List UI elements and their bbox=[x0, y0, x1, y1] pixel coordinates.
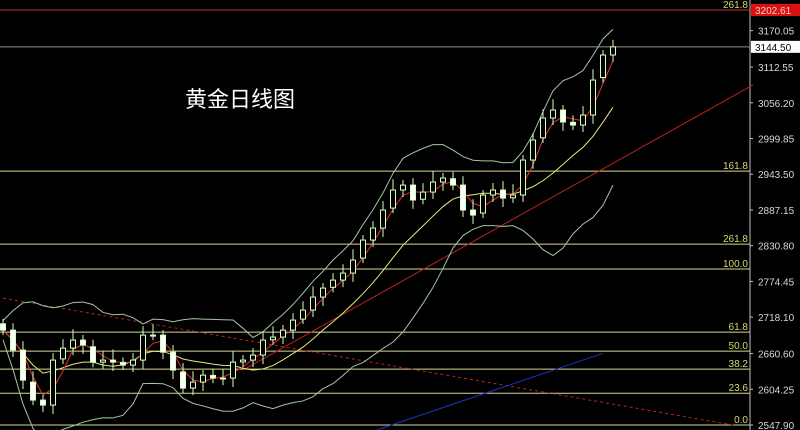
fib-level-label: 161.8 bbox=[723, 161, 748, 172]
bollinger-upper bbox=[2, 28, 614, 339]
candle-bullish bbox=[480, 194, 486, 214]
candle-bullish bbox=[60, 347, 66, 360]
axis-tick-label: 2547.90 bbox=[758, 421, 795, 430]
chart-title: 黄金日线图 bbox=[185, 88, 296, 113]
candle-bearish bbox=[20, 349, 26, 381]
axis-tick-label: 2774.45 bbox=[758, 277, 795, 288]
candle-bullish bbox=[340, 272, 346, 281]
fib-level-label: 61.8 bbox=[729, 322, 749, 333]
candle-bearish bbox=[40, 399, 46, 406]
fib-level-label: 100.0 bbox=[723, 259, 748, 270]
candle-bullish bbox=[300, 309, 306, 320]
candle-bullish bbox=[100, 359, 106, 363]
candle-bullish bbox=[140, 334, 146, 361]
candle-bearish bbox=[170, 351, 176, 371]
candle-bullish bbox=[550, 109, 556, 119]
candle-bullish bbox=[520, 159, 526, 196]
high-price-badge bbox=[751, 4, 800, 16]
candle-bearish bbox=[0, 323, 6, 331]
candle-bullish bbox=[230, 361, 236, 379]
candle-bearish bbox=[80, 339, 86, 346]
candle-bearish bbox=[180, 371, 186, 389]
candle-bearish bbox=[560, 109, 566, 123]
candle-bullish bbox=[350, 259, 356, 274]
candle-bullish bbox=[600, 54, 606, 79]
candle-bullish bbox=[490, 189, 496, 196]
candle-bullish bbox=[310, 296, 316, 311]
current-price-badge bbox=[751, 40, 800, 53]
candle-bullish bbox=[590, 79, 596, 116]
current-price-label: 3144.50 bbox=[755, 43, 792, 54]
fib-level-label: 50.0 bbox=[729, 341, 749, 352]
candle-bullish bbox=[440, 177, 446, 183]
candle-bearish bbox=[450, 178, 456, 186]
candle-bullish bbox=[270, 336, 276, 341]
axis-tick-label: 2660.60 bbox=[758, 350, 795, 361]
axis-tick-label: 2943.50 bbox=[758, 170, 795, 181]
candle-bullish bbox=[250, 354, 256, 361]
candle-bearish bbox=[110, 359, 116, 363]
candle-bullish bbox=[380, 209, 386, 229]
fib-level-label: 261.8 bbox=[723, 234, 748, 245]
candle-bullish bbox=[330, 279, 336, 288]
candle-bullish bbox=[430, 181, 436, 193]
candle-bullish bbox=[190, 381, 196, 389]
candle-bullish bbox=[320, 287, 326, 298]
candle-bullish bbox=[370, 227, 376, 241]
candle-bullish bbox=[530, 139, 536, 161]
axis-tick-label: 2887.15 bbox=[758, 206, 795, 217]
axis-tick-label: 3056.20 bbox=[758, 99, 795, 110]
axis-tick-label: 2718.10 bbox=[758, 313, 795, 324]
candle-bullish bbox=[70, 339, 76, 349]
candle-bullish bbox=[540, 117, 546, 139]
trendline-channel bbox=[375, 352, 604, 430]
fib-level-label: 23.6 bbox=[729, 383, 749, 394]
axis-tick-label: 2604.25 bbox=[758, 385, 795, 396]
candle-bearish bbox=[30, 381, 36, 401]
candle-bullish bbox=[510, 194, 516, 199]
fib-level-label: 0.0 bbox=[734, 415, 748, 426]
candle-bullish bbox=[580, 114, 586, 126]
candle-bullish bbox=[240, 359, 246, 363]
candle-bullish bbox=[610, 46, 616, 56]
axis-tick-label: 2830.80 bbox=[758, 242, 795, 253]
bollinger-lower bbox=[2, 184, 614, 430]
candle-bearish bbox=[470, 209, 476, 216]
candle-bullish bbox=[220, 377, 226, 380]
trendline-support bbox=[242, 84, 754, 371]
candle-bullish bbox=[290, 319, 296, 331]
fib-level-label: 38.2 bbox=[729, 359, 749, 370]
candle-bullish bbox=[280, 329, 286, 338]
candle-bearish bbox=[120, 361, 126, 366]
axis-tick-label: 3112.55 bbox=[758, 63, 794, 74]
candle-bullish bbox=[390, 189, 396, 209]
candle-bearish bbox=[90, 346, 96, 363]
candle-bearish bbox=[570, 121, 576, 126]
candle-bullish bbox=[200, 374, 206, 383]
candle-bullish bbox=[150, 334, 156, 337]
candle-bearish bbox=[500, 189, 506, 199]
candle-bearish bbox=[210, 374, 216, 379]
candle-bearish bbox=[10, 329, 16, 351]
moving-average-fast bbox=[2, 60, 614, 396]
high-price-label: 3202.61 bbox=[755, 6, 792, 17]
candle-bearish bbox=[460, 184, 466, 211]
candle-bearish bbox=[160, 334, 166, 353]
candle-bearish bbox=[410, 184, 416, 201]
candle-bullish bbox=[420, 191, 426, 200]
candle-bullish bbox=[50, 359, 56, 406]
fib-level-label: 261.8 bbox=[723, 0, 748, 11]
axis-tick-label: 2999.85 bbox=[758, 135, 795, 146]
candle-bullish bbox=[260, 339, 266, 356]
candle-bullish bbox=[400, 184, 406, 191]
candle-bullish bbox=[360, 239, 366, 259]
candle-bullish bbox=[130, 359, 136, 366]
axis-tick-label: 3170.05 bbox=[758, 27, 795, 38]
